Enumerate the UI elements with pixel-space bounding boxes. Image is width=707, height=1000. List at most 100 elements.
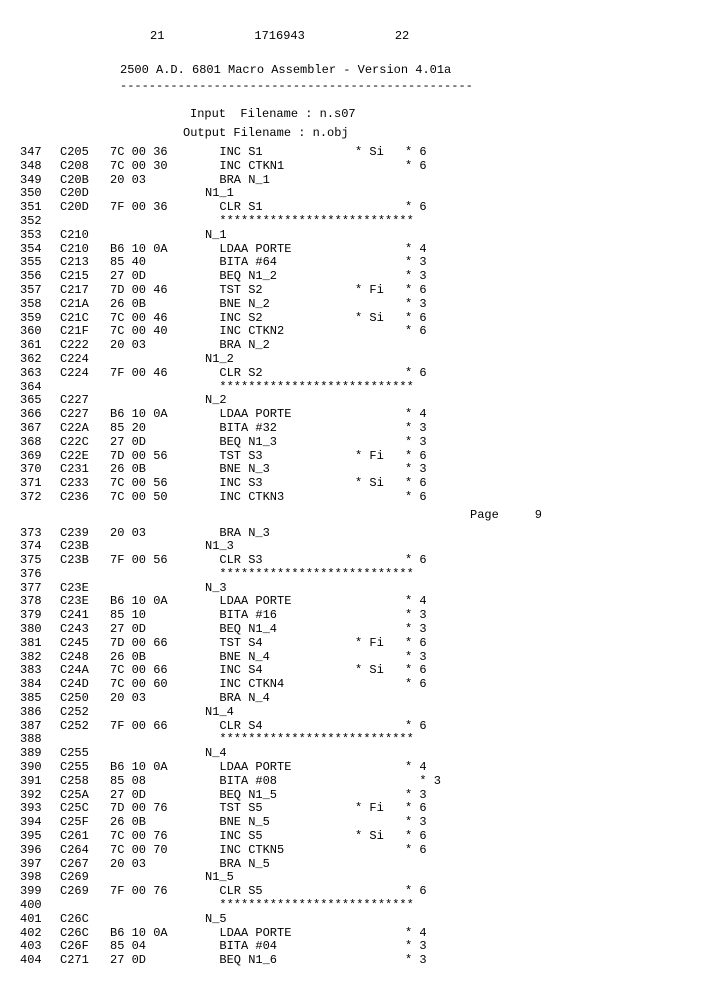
- hex-bytes: 7F 00 36: [110, 201, 205, 215]
- listing-row: 404C27127 0D BEQ N1_6* 3: [20, 954, 687, 968]
- address: C258: [60, 775, 110, 789]
- line-number: 384: [20, 678, 60, 692]
- assembly: N_1: [205, 229, 355, 243]
- address: C20D: [60, 201, 110, 215]
- hex-bytes: 7C 00 36: [110, 146, 205, 160]
- address: C22E: [60, 450, 110, 464]
- flag-col: * Fi: [355, 802, 405, 816]
- cycles-col: [405, 339, 445, 353]
- assembly: N1_1: [205, 187, 355, 201]
- hex-bytes: 27 0D: [110, 954, 205, 968]
- address: [60, 215, 110, 229]
- listing-row: 400 ***************************: [20, 899, 687, 913]
- hex-bytes: 26 0B: [110, 651, 205, 665]
- listing-row: 375C23B7F 00 56 CLR S3* 6: [20, 554, 687, 568]
- cycles-col: * 3: [405, 940, 445, 954]
- address: C210: [60, 243, 110, 257]
- assembly: BNE N_3: [205, 463, 355, 477]
- assembly: BRA N_5: [205, 858, 355, 872]
- assembly: N1_4: [205, 706, 355, 720]
- line-number: 392: [20, 789, 60, 803]
- flag-col: [355, 747, 405, 761]
- address: C21C: [60, 312, 110, 326]
- assembly: LDAA PORTE: [205, 927, 355, 941]
- flag-col: [355, 422, 405, 436]
- address: C23E: [60, 595, 110, 609]
- listing-row: 387C2527F 00 66 CLR S4* 6: [20, 720, 687, 734]
- line-number: 401: [20, 913, 60, 927]
- assembly: INC S5: [205, 830, 355, 844]
- flag-col: [355, 367, 405, 381]
- cycles-col: * 6: [405, 637, 445, 651]
- listing-row: 378C23EB6 10 0A LDAA PORTE* 4: [20, 595, 687, 609]
- cycles-col: * 6: [405, 678, 445, 692]
- hex-bytes: [110, 582, 205, 596]
- flag-col: [355, 927, 405, 941]
- listing-row: 382C24826 0B BNE N_4* 3: [20, 651, 687, 665]
- listing-row: 355C21385 40 BITA #64* 3: [20, 256, 687, 270]
- hex-bytes: 7C 00 40: [110, 325, 205, 339]
- hex-bytes: 20 03: [110, 692, 205, 706]
- flag-col: [355, 353, 405, 367]
- assembly: ***************************: [205, 899, 445, 913]
- flag-col: [355, 761, 405, 775]
- cycles-col: * 4: [405, 927, 445, 941]
- line-number: 383: [20, 664, 60, 678]
- cycles-col: * 4: [405, 243, 445, 257]
- listing-row: 374C23BN1_3: [20, 540, 687, 554]
- flag-col: [355, 720, 405, 734]
- listing-row: 379C24185 10 BITA #16* 3: [20, 609, 687, 623]
- flag-col: [355, 775, 405, 789]
- flag-col: * Si: [355, 830, 405, 844]
- address: C227: [60, 394, 110, 408]
- listing-row: 395C2617C 00 76 INC S5* Si* 6: [20, 830, 687, 844]
- line-number: 376: [20, 568, 60, 582]
- address: C205: [60, 146, 110, 160]
- flag-col: [355, 858, 405, 872]
- cycles-col: * 4: [405, 408, 445, 422]
- cycles-col: [405, 582, 445, 596]
- cycles-col: [405, 913, 445, 927]
- listing-row: 398C269N1_5: [20, 871, 687, 885]
- address: C25F: [60, 816, 110, 830]
- assembly: INC CTKN3: [205, 491, 355, 505]
- address: C224: [60, 353, 110, 367]
- line-number: 398: [20, 871, 60, 885]
- address: C250: [60, 692, 110, 706]
- assembly: TST S4: [205, 637, 355, 651]
- line-number: 389: [20, 747, 60, 761]
- assembly: BRA N_4: [205, 692, 355, 706]
- address: C243: [60, 623, 110, 637]
- flag-col: [355, 270, 405, 284]
- address: C20B: [60, 174, 110, 188]
- address: C21A: [60, 298, 110, 312]
- hex-bytes: 20 03: [110, 174, 205, 188]
- assembly: N_3: [205, 582, 355, 596]
- listing-row: 357C2177D 00 46 TST S2* Fi* 6: [20, 284, 687, 298]
- listing-row: 362C224N1_2: [20, 353, 687, 367]
- assembly: LDAA PORTE: [205, 595, 355, 609]
- line-number: 356: [20, 270, 60, 284]
- cycles-col: * 3: [405, 463, 445, 477]
- listing-row: 365C227N_2: [20, 394, 687, 408]
- line-number: 372: [20, 491, 60, 505]
- address: C217: [60, 284, 110, 298]
- address: [60, 381, 110, 395]
- flag-col: [355, 871, 405, 885]
- address: C224: [60, 367, 110, 381]
- listing-row: 373C23920 03 BRA N_3: [20, 527, 687, 541]
- address: C213: [60, 256, 110, 270]
- listing-row: 354C210B6 10 0A LDAA PORTE* 4: [20, 243, 687, 257]
- hex-bytes: 7D 00 56: [110, 450, 205, 464]
- hex-bytes: [110, 733, 205, 747]
- doc-number: 1716943: [254, 30, 304, 44]
- flag-col: [355, 678, 405, 692]
- address: C261: [60, 830, 110, 844]
- hex-bytes: 7F 00 56: [110, 554, 205, 568]
- address: [60, 899, 110, 913]
- hex-bytes: 26 0B: [110, 816, 205, 830]
- hex-bytes: 20 03: [110, 339, 205, 353]
- hex-bytes: 85 04: [110, 940, 205, 954]
- cycles-col: * 6: [405, 160, 445, 174]
- line-number: 397: [20, 858, 60, 872]
